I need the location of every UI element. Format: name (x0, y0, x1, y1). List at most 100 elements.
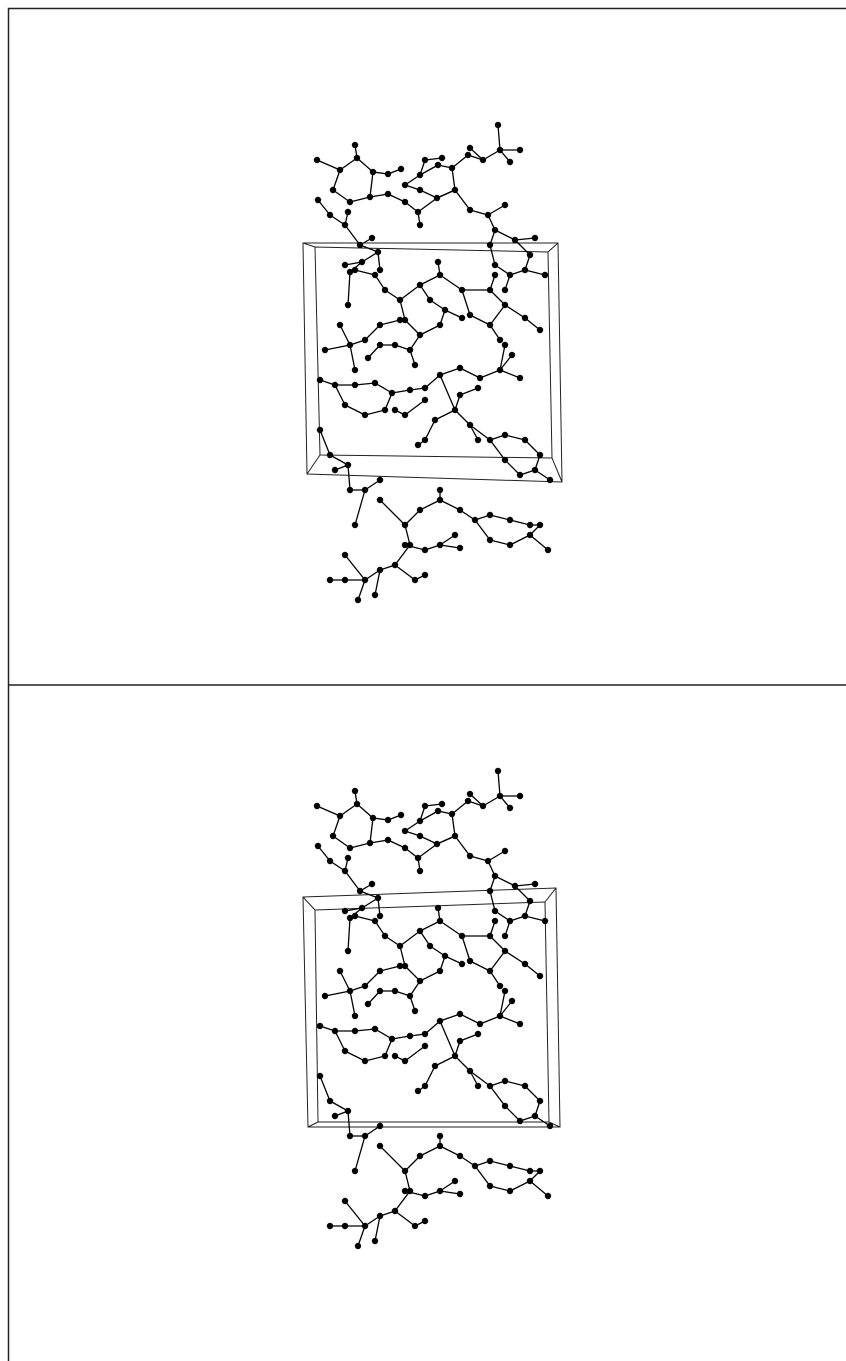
bond (325, 991, 350, 996)
atom (492, 873, 498, 879)
atom (347, 199, 353, 205)
atom (369, 235, 375, 241)
atom (377, 477, 383, 483)
cell-edge (552, 458, 562, 482)
atom (385, 817, 391, 823)
bond (340, 966, 400, 991)
atom (509, 352, 515, 358)
atom (507, 1163, 513, 1169)
atom (545, 547, 551, 553)
atom (372, 1026, 378, 1032)
atom (545, 1193, 551, 1199)
atom (342, 577, 348, 583)
atom (517, 1021, 523, 1027)
bond (355, 490, 365, 525)
atom (492, 262, 498, 268)
atom (392, 407, 398, 413)
atom (437, 322, 443, 328)
molecules-top (314, 122, 553, 603)
atom (345, 948, 351, 954)
atom (365, 355, 371, 361)
atom (422, 1043, 428, 1049)
atom (342, 262, 348, 268)
bond (355, 1136, 365, 1171)
atom (492, 272, 498, 278)
atom (532, 235, 538, 241)
unit-cell-bottom (303, 888, 560, 1127)
atom (435, 259, 441, 265)
atom (397, 963, 403, 969)
atom (457, 545, 463, 551)
atom (459, 961, 465, 967)
atom (417, 187, 423, 193)
atom (415, 1088, 421, 1094)
atom (382, 407, 388, 413)
atom (412, 1008, 418, 1014)
atom (372, 1238, 378, 1244)
bond (317, 158, 373, 202)
atom (337, 322, 343, 328)
bond (375, 570, 380, 595)
atom (502, 432, 508, 438)
atom (439, 155, 445, 161)
atom (435, 808, 441, 814)
atom (467, 145, 473, 151)
atom (522, 315, 528, 321)
atom (467, 958, 473, 964)
atom (332, 382, 338, 388)
atom (327, 1223, 333, 1229)
atom (422, 157, 428, 163)
atom (402, 828, 408, 834)
atom (377, 1123, 383, 1129)
atom (327, 1098, 333, 1104)
atom (362, 1058, 368, 1064)
atom (355, 1243, 361, 1249)
cell-edge (545, 888, 556, 902)
atom (509, 998, 515, 1004)
bond (405, 811, 455, 844)
atom (435, 905, 441, 911)
atom (385, 837, 391, 843)
bond (455, 388, 478, 410)
atom (422, 1218, 428, 1224)
atom (507, 1188, 513, 1194)
atom (342, 552, 348, 558)
atom (487, 1183, 493, 1189)
atom (369, 881, 375, 887)
bond (345, 1201, 365, 1226)
bond (375, 1216, 380, 1241)
bond (330, 1171, 410, 1226)
atom (352, 913, 358, 919)
atom (362, 412, 368, 418)
atom (382, 287, 388, 293)
atom (407, 387, 413, 393)
atom (327, 577, 333, 583)
atom (412, 362, 418, 368)
cell-edge (307, 455, 320, 474)
atom (332, 467, 338, 473)
atom (337, 167, 343, 173)
atom (385, 191, 391, 197)
atom (315, 843, 321, 849)
bond (370, 840, 420, 871)
atom (417, 868, 423, 874)
atom (422, 397, 428, 403)
atom (492, 918, 498, 924)
atom (435, 162, 441, 168)
atom (477, 375, 483, 381)
atom (497, 337, 503, 343)
atom (422, 547, 428, 553)
atom (507, 159, 513, 165)
atom (314, 157, 320, 163)
atom (495, 768, 501, 774)
atom (422, 572, 428, 578)
atom (487, 1158, 493, 1164)
atom (402, 199, 408, 205)
bond (350, 345, 355, 370)
atom (547, 1123, 553, 1129)
atom (457, 1191, 463, 1197)
atom (377, 913, 383, 919)
page: (() => { JSON.parse(document.getElementB… (0, 0, 846, 1361)
bond (452, 125, 500, 168)
atom (402, 412, 408, 418)
